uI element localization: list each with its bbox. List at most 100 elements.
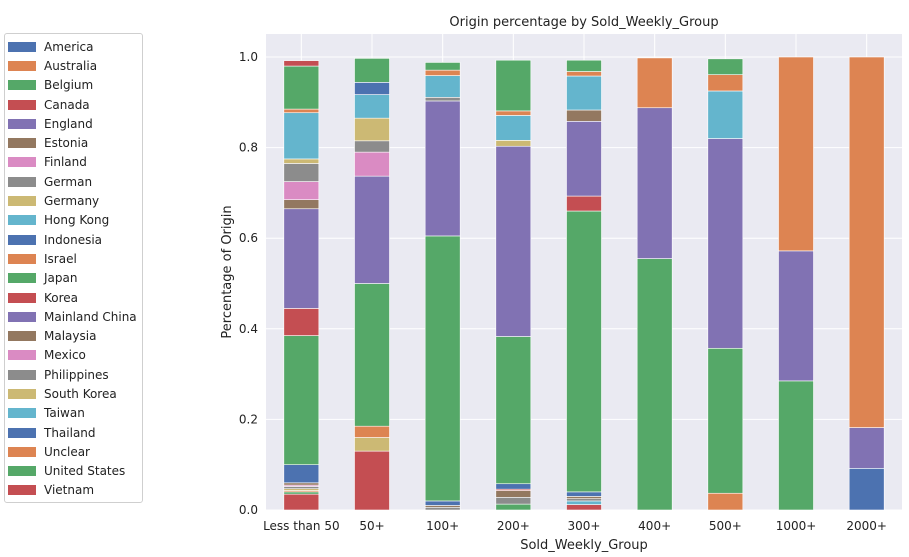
legend-swatch bbox=[8, 466, 36, 477]
legend-item: German bbox=[5, 172, 142, 191]
legend-swatch bbox=[8, 427, 36, 438]
x-axis-label: Sold_Weekly_Group bbox=[520, 538, 648, 553]
bar-segment bbox=[636, 57, 673, 109]
legend-item: Belgium bbox=[5, 76, 142, 95]
bar-segment bbox=[424, 506, 461, 511]
legend-label: Thailand bbox=[44, 425, 96, 440]
legend-swatch bbox=[8, 446, 36, 457]
bar-segment bbox=[354, 82, 390, 95]
bar-segment bbox=[354, 58, 390, 83]
bar-segment bbox=[848, 427, 885, 469]
bar-segment bbox=[424, 75, 461, 98]
bar-segment bbox=[495, 483, 532, 490]
bar-segment bbox=[283, 335, 320, 465]
legend-swatch bbox=[8, 176, 36, 187]
legend-label: Australia bbox=[44, 58, 98, 73]
legend-item: Unclear bbox=[5, 442, 142, 461]
bar-segment bbox=[495, 503, 532, 511]
bar-segment bbox=[566, 500, 602, 505]
bar-segment bbox=[424, 500, 461, 506]
x-tick-label: 500+ bbox=[709, 519, 742, 533]
bar-segment bbox=[424, 62, 461, 71]
bar-segment bbox=[566, 498, 602, 502]
legend-label: Israel bbox=[44, 251, 77, 266]
bar-segment bbox=[283, 158, 320, 164]
legend-label: Mexico bbox=[44, 348, 86, 363]
legend-item: South Korea bbox=[5, 384, 142, 403]
legend-swatch bbox=[8, 196, 36, 207]
bar-segment bbox=[424, 97, 461, 102]
legend-swatch bbox=[8, 408, 36, 419]
bar-segment bbox=[495, 490, 532, 498]
chart-legend: America Australia Belgium Canada England Esto… bbox=[4, 33, 143, 503]
bar-segment bbox=[354, 117, 390, 142]
legend-label: Japan bbox=[44, 271, 78, 286]
legend-swatch bbox=[8, 388, 36, 399]
x-tick-label: Less than 50 bbox=[263, 519, 340, 533]
bar-segment bbox=[707, 492, 744, 511]
bar-segment bbox=[283, 308, 320, 336]
bar-segment bbox=[636, 107, 673, 259]
bar-segment bbox=[424, 69, 461, 76]
bar-segment bbox=[283, 181, 320, 200]
x-tick-label: 50+ bbox=[359, 519, 384, 533]
bar-segment bbox=[283, 493, 320, 511]
legend-label: Hong Kong bbox=[44, 213, 110, 228]
bar-segment bbox=[566, 491, 602, 497]
bar-segment bbox=[283, 482, 320, 486]
bar-segment bbox=[566, 496, 602, 499]
bar-segment bbox=[283, 65, 320, 110]
legend-item: America bbox=[5, 37, 142, 56]
legend-label: United States bbox=[44, 464, 126, 479]
bar-segment bbox=[566, 59, 602, 72]
legend-item: Germany bbox=[5, 191, 142, 210]
legend-item: Mainland China bbox=[5, 307, 142, 326]
bar-segment bbox=[566, 504, 602, 511]
legend-item: United States bbox=[5, 462, 142, 481]
x-tick-label: 400+ bbox=[638, 519, 671, 533]
x-tick-label: 200+ bbox=[497, 519, 530, 533]
bar-segment bbox=[354, 175, 390, 284]
bar-segment bbox=[566, 210, 602, 493]
legend-item: Canada bbox=[5, 95, 142, 114]
bar-segment bbox=[283, 486, 320, 490]
bar-segment bbox=[495, 59, 532, 112]
bar-segment bbox=[354, 450, 390, 511]
legend-swatch bbox=[8, 331, 36, 342]
bar-segment bbox=[354, 94, 390, 119]
bar-segment bbox=[495, 140, 532, 147]
legend-item: Korea bbox=[5, 288, 142, 307]
bar-segment bbox=[424, 100, 461, 237]
legend-label: German bbox=[44, 174, 93, 189]
y-tick-label: 1.0 bbox=[239, 50, 258, 64]
legend-label: Estonia bbox=[44, 136, 89, 151]
x-tick-label: 300+ bbox=[568, 519, 601, 533]
bar-segment bbox=[778, 56, 814, 252]
legend-label: Vietnam bbox=[44, 483, 95, 498]
bar-segment bbox=[707, 90, 744, 139]
bar-segment bbox=[283, 464, 320, 484]
y-tick-label: 0.0 bbox=[239, 503, 258, 517]
bar-segment bbox=[707, 347, 744, 494]
legend-swatch bbox=[8, 311, 36, 322]
legend-label: South Korea bbox=[44, 386, 117, 401]
bar-segment bbox=[566, 195, 602, 212]
bar-segment bbox=[354, 425, 390, 438]
bar-segment bbox=[283, 112, 320, 160]
bar-segment bbox=[354, 151, 390, 177]
y-axis-label: Percentage of Origin bbox=[220, 205, 235, 338]
bar-segment bbox=[495, 336, 532, 485]
legend-label: Malaysia bbox=[44, 329, 97, 344]
bar-segment bbox=[283, 163, 320, 182]
bars bbox=[283, 56, 885, 511]
x-tick-label: 2000+ bbox=[846, 519, 887, 533]
legend-item: Mexico bbox=[5, 346, 142, 365]
legend-swatch bbox=[8, 138, 36, 149]
legend-swatch bbox=[8, 118, 36, 129]
legend-label: America bbox=[44, 39, 94, 54]
bar-segment bbox=[495, 115, 532, 141]
bar-segment bbox=[707, 74, 744, 92]
x-tick-label: 1000+ bbox=[776, 519, 817, 533]
bar-segment bbox=[354, 140, 390, 153]
